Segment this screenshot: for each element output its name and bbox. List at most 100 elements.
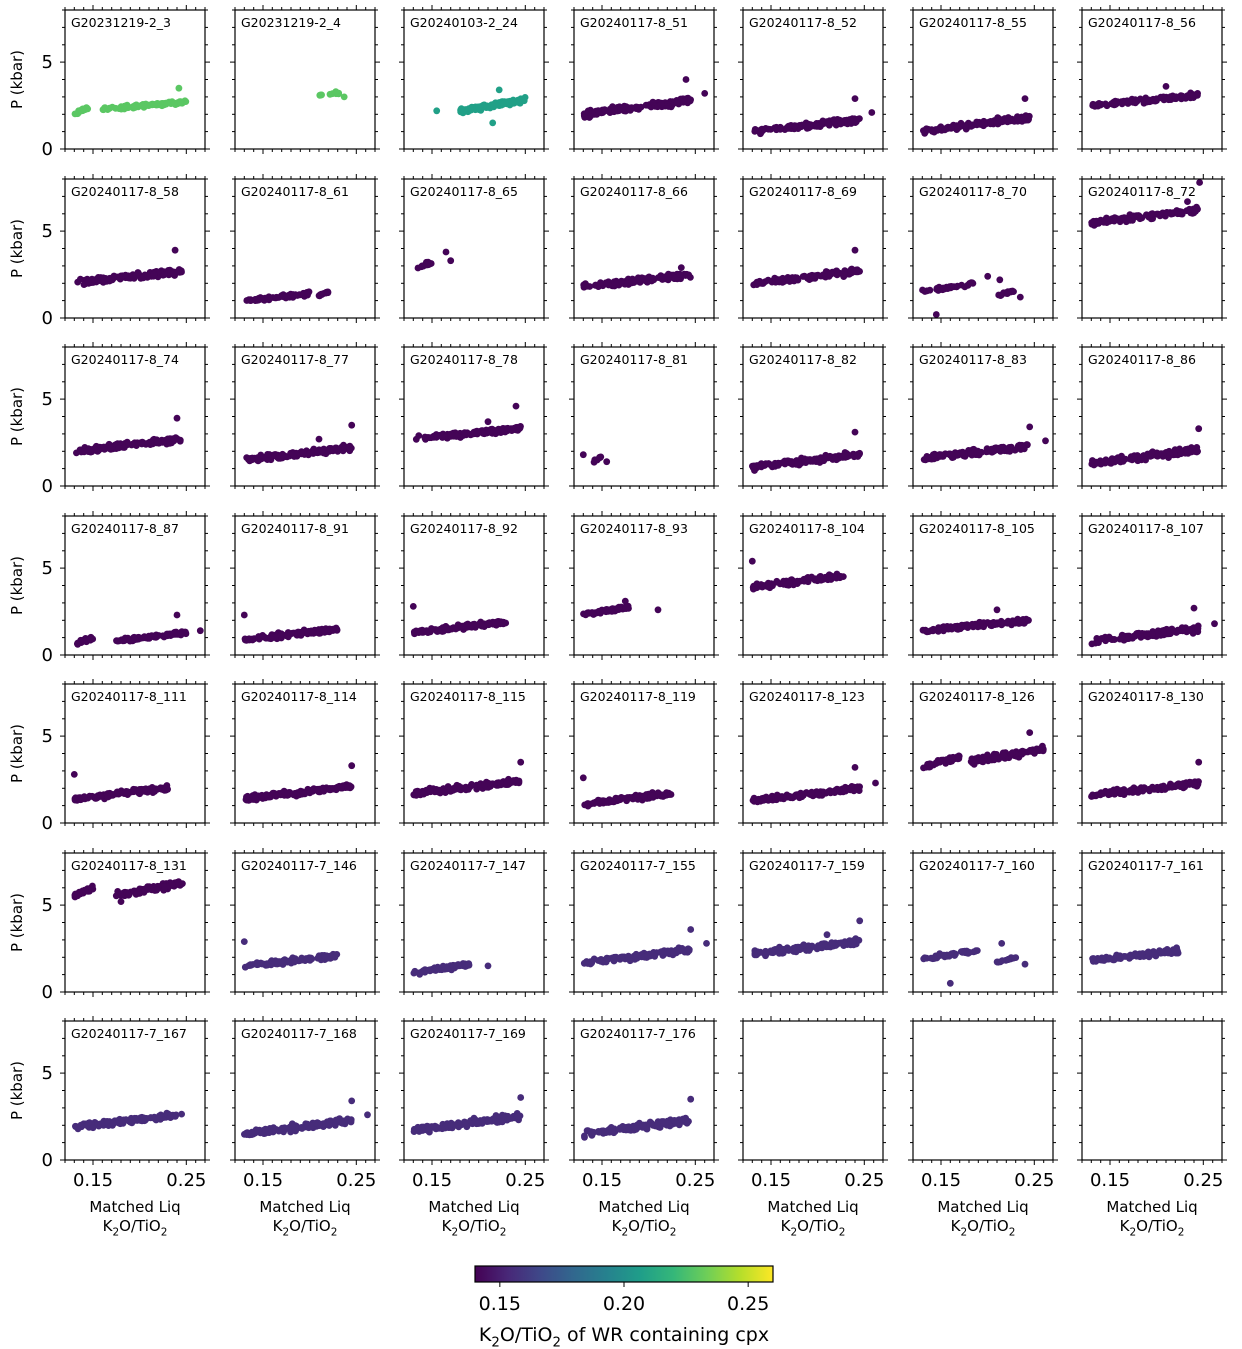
panel: G20240117-8_91 [230,511,380,660]
data-point [851,95,859,102]
panel-title: G20240117-8_72 [1088,184,1196,199]
data-points [73,414,184,457]
data-point [259,632,266,639]
ticks [569,342,719,491]
data-point [757,280,765,287]
data-point [508,98,516,106]
data-point [964,624,972,631]
data-point [344,784,351,791]
ticks [1077,342,1227,491]
y-axis-label: P (kbar) [8,50,26,109]
panel-frame [1081,178,1223,319]
data-point [801,457,809,465]
data-point [833,456,840,464]
data-points [1088,179,1203,229]
data-point [636,276,644,283]
data-point [114,637,122,645]
data-point [1089,457,1096,464]
data-point [934,125,942,133]
data-point [263,791,270,798]
data-point [107,444,115,452]
data-points [74,611,204,648]
data-point [628,105,635,112]
panel: G20240117-8_74 0 5 P (kbar) [8,342,210,497]
data-point [489,119,497,127]
panel: G20240117-8_72 [1077,174,1227,323]
data-point [428,625,435,632]
data-point [1166,626,1173,634]
data-point [1189,92,1197,100]
data-point [996,276,1004,284]
data-point [762,460,770,468]
data-point [1184,198,1191,206]
data-point [163,99,171,107]
data-point [1137,454,1144,462]
data-point [822,273,829,281]
panel: G20231219-2_4 [230,5,380,154]
data-point [144,634,152,641]
data-point [80,448,88,456]
panel-frame [403,9,545,150]
ticks [908,342,1058,491]
data-point [1118,100,1126,108]
data-point [851,246,859,254]
data-point [1095,100,1103,107]
data-point [324,288,332,296]
data-point [162,785,170,792]
data-point [1004,118,1011,126]
data-point [977,619,984,627]
panel: G20240117-8_82 [738,342,888,491]
data-point [104,793,112,801]
data-point [993,606,1001,614]
data-point [521,94,529,101]
data-point [257,295,265,303]
data-point [1211,620,1218,628]
data-point [756,462,764,470]
data-point [277,631,285,639]
data-points [748,557,847,593]
panel-title: G20240117-8_91 [241,521,349,536]
data-point [847,267,855,275]
data-point [81,637,89,645]
data-points [74,246,185,288]
data-point [326,447,334,455]
ticks [399,5,549,154]
data-point [475,103,483,111]
data-point [596,453,603,461]
data-point [70,771,78,778]
data-point [248,456,256,464]
ticks [738,174,888,323]
data-point [163,436,171,444]
data-point [680,98,687,105]
data-point [280,452,287,460]
data-point [637,103,645,111]
data-point [80,793,88,800]
data-points [433,86,529,127]
data-point [101,104,109,112]
data-point [196,627,204,635]
y-axis-label: P (kbar) [8,219,26,278]
panel-title: G20240117-8_105 [919,521,1035,536]
data-point [780,581,788,588]
y-axis-label: P (kbar) [8,556,26,615]
panel: G20240117-8_93 [569,511,719,660]
panel: G20240117-8_58 0 5 P (kbar) [8,174,210,329]
data-point [665,103,672,110]
data-point [919,626,927,634]
panel: G20240117-8_77 [230,342,380,491]
data-point [1098,635,1105,642]
data-point [997,117,1005,124]
data-point [1135,629,1143,637]
data-point [447,257,455,265]
data-point [422,436,429,443]
data-points [70,771,172,804]
data-point [1020,114,1028,122]
data-point [348,762,356,770]
panel: G20240117-8_83 [908,342,1058,491]
panel-title: G20240117-8_104 [749,521,865,536]
data-point [348,421,356,429]
data-point [987,118,995,125]
data-point [1187,448,1195,456]
panel: G20240103-2_24 [399,5,549,154]
ticks [908,5,1058,154]
